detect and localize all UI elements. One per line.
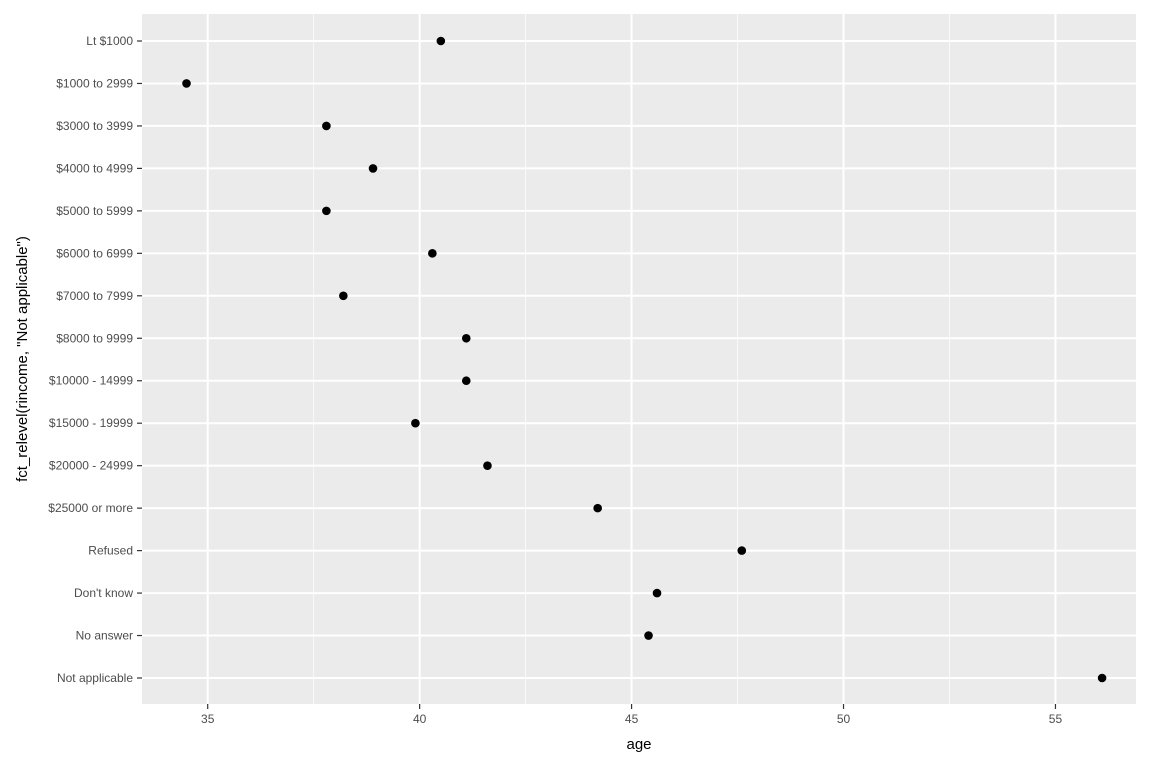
data-point xyxy=(483,461,492,470)
y-tick-label: Lt $1000 xyxy=(86,34,133,48)
y-tick-label: $8000 to 9999 xyxy=(56,331,133,345)
data-point xyxy=(737,546,747,555)
y-tick-label: $10000 - 14999 xyxy=(49,374,133,388)
y-tick-label: $15000 - 19999 xyxy=(49,416,133,430)
y-tick-label: $1000 to 2999 xyxy=(56,76,133,90)
y-tick-label: Refused xyxy=(88,544,133,558)
y-tick-label: Not applicable xyxy=(57,671,133,685)
data-point xyxy=(593,503,602,513)
x-axis-title: age xyxy=(626,736,651,753)
data-point xyxy=(411,418,420,428)
data-point xyxy=(644,631,653,640)
plot-panel xyxy=(142,14,1136,704)
data-point xyxy=(322,206,331,216)
x-tick-label: 45 xyxy=(625,712,639,726)
x-axis: 35 40 45 50 55 xyxy=(201,704,1062,726)
y-tick-label: $25000 or more xyxy=(48,501,133,515)
y-tick-label: $5000 to 5999 xyxy=(56,204,133,218)
data-point xyxy=(1097,673,1107,683)
y-tick-label: Don't know xyxy=(74,586,133,600)
data-points xyxy=(182,36,1107,683)
data-point xyxy=(461,333,471,343)
y-tick-label: $20000 - 24999 xyxy=(49,459,133,473)
y-axis-title: fct_relevel(rincome, "Not applicable") xyxy=(14,236,31,482)
data-point xyxy=(339,291,348,301)
data-point xyxy=(428,249,437,258)
data-point xyxy=(368,164,378,173)
y-tick-label: No answer xyxy=(76,629,133,643)
data-point xyxy=(436,36,446,46)
x-tick-label: 50 xyxy=(837,712,851,726)
x-tick-label: 55 xyxy=(1049,712,1063,726)
y-axis: Lt $1000 $1000 to 2999 $3000 to 3999 $4000 … xyxy=(48,34,142,685)
data-point xyxy=(652,588,662,598)
minor-gridlines xyxy=(313,14,950,704)
x-tick-label: 35 xyxy=(201,712,215,726)
x-tick-label: 40 xyxy=(413,712,427,726)
data-point xyxy=(322,121,331,131)
data-point xyxy=(461,376,471,386)
data-point xyxy=(182,79,191,88)
major-gridlines xyxy=(142,14,1136,704)
y-tick-label: $3000 to 3999 xyxy=(56,119,133,133)
y-tick-label: $7000 to 7999 xyxy=(56,289,133,303)
y-tick-label: $4000 to 4999 xyxy=(56,161,133,175)
y-tick-label: $6000 to 6999 xyxy=(56,246,133,260)
